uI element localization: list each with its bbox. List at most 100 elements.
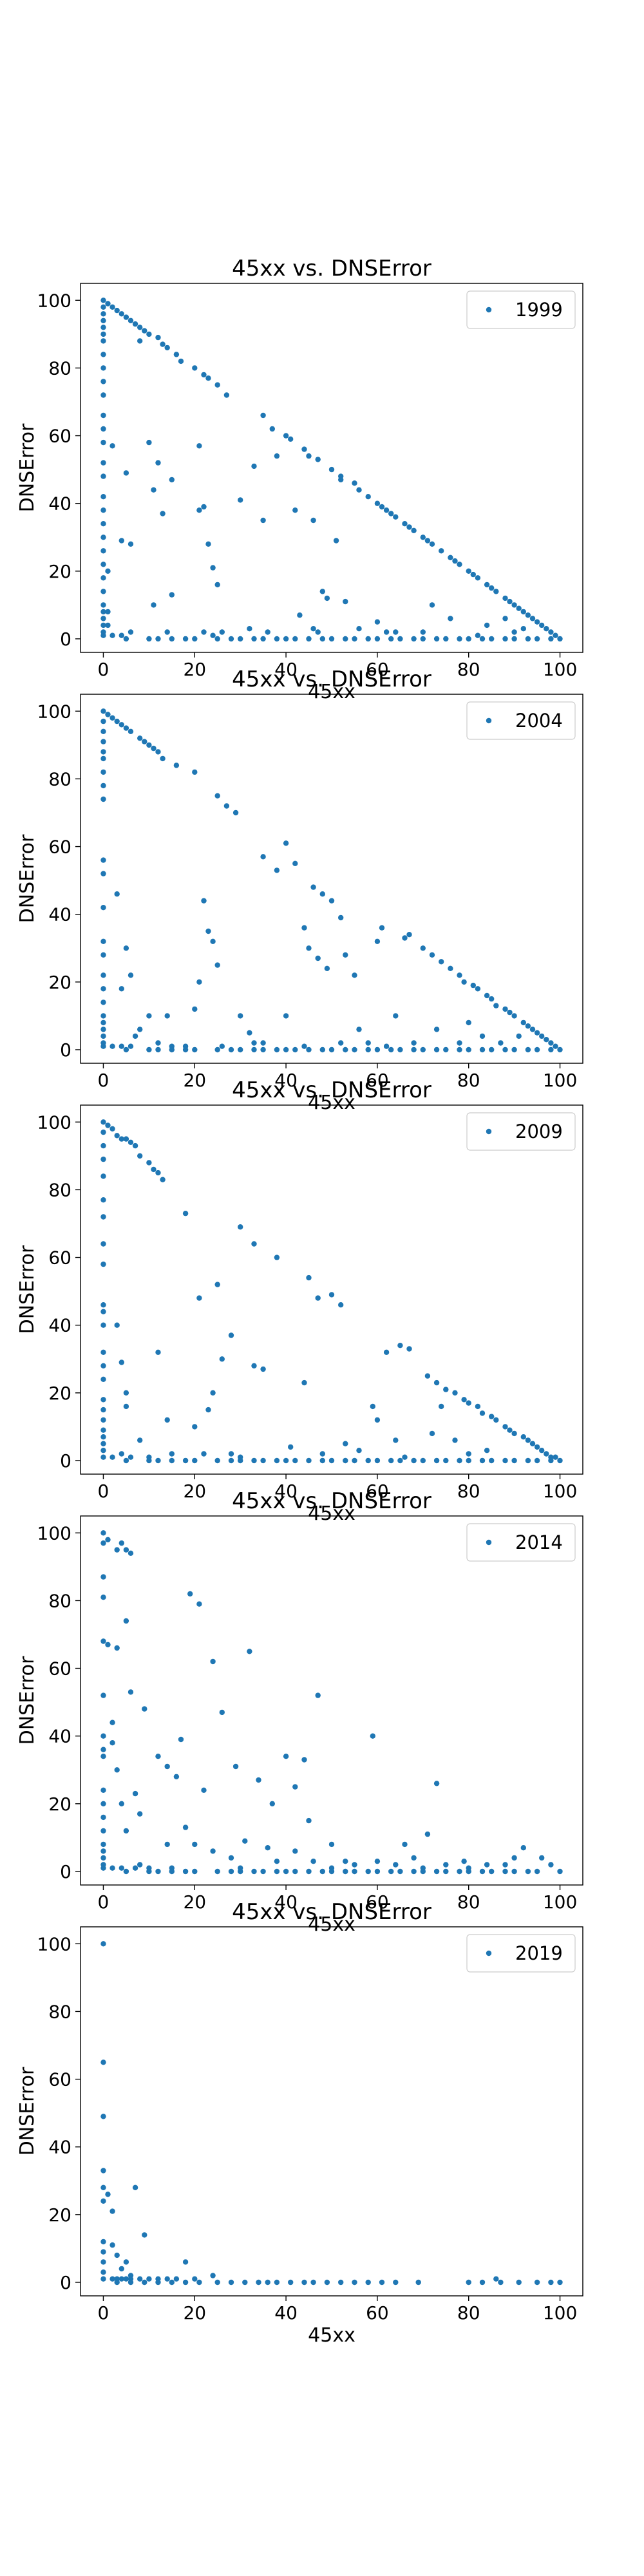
data-point [374, 1046, 381, 1053]
data-point [169, 1868, 175, 1875]
data-point [283, 1013, 289, 1019]
data-point [507, 1427, 513, 1433]
data-point [388, 511, 394, 516]
data-point [452, 1390, 458, 1396]
data-point [548, 1040, 554, 1046]
data-point [132, 321, 138, 327]
data-point [105, 2192, 111, 2197]
data-point [142, 328, 147, 334]
data-point [433, 636, 440, 642]
data-point [319, 1451, 325, 1457]
data-point [196, 443, 202, 449]
data-point [155, 2279, 161, 2286]
data-point [247, 1649, 252, 1654]
data-point [238, 1224, 243, 1230]
data-point [411, 1457, 417, 1464]
data-point [100, 755, 106, 762]
data-point [100, 2184, 106, 2190]
data-point [306, 1274, 312, 1281]
data-point [288, 1444, 294, 1450]
x-tick-label: 80 [457, 1481, 480, 1502]
data-point [128, 1550, 134, 1556]
data-point [356, 1448, 362, 1454]
data-point [210, 1390, 216, 1396]
data-point [424, 1831, 431, 1837]
data-point [214, 382, 220, 388]
data-point [100, 2269, 106, 2275]
data-point [439, 959, 444, 965]
data-point [109, 1719, 115, 1725]
data-point [424, 538, 431, 544]
data-point [214, 636, 220, 642]
data-point [100, 602, 106, 608]
data-point [520, 609, 526, 615]
data-point [338, 477, 344, 483]
y-tick-label: 60 [48, 2069, 71, 2090]
data-point [365, 1457, 371, 1464]
legend-box [466, 290, 576, 329]
data-point [352, 1457, 357, 1464]
legend-marker [486, 1128, 492, 1135]
data-point [137, 325, 143, 330]
data-point [283, 1868, 289, 1875]
data-point [301, 1757, 307, 1763]
data-point [498, 2279, 504, 2286]
data-point [137, 735, 143, 741]
data-point [457, 1046, 462, 1053]
data-point [128, 1689, 134, 1695]
data-point [251, 1046, 257, 1053]
data-point [352, 1862, 357, 1868]
data-point [118, 538, 124, 544]
data-point [100, 1801, 106, 1806]
data-point [132, 2184, 138, 2190]
data-point [511, 636, 517, 642]
y-tick-label: 60 [48, 837, 71, 858]
data-point [205, 1406, 211, 1413]
data-point [553, 1454, 558, 1460]
data-point [475, 986, 481, 992]
data-point [214, 1282, 220, 1287]
y-tick-label: 100 [37, 1933, 71, 1955]
data-point [232, 1763, 239, 1770]
data-point [411, 636, 417, 642]
data-point [520, 626, 526, 632]
data-point [457, 636, 462, 642]
data-point [489, 636, 495, 642]
data-point [502, 1868, 508, 1875]
data-point [132, 1790, 138, 1797]
data-point [251, 1040, 257, 1046]
data-point [100, 392, 106, 398]
legend-label: 2004 [515, 710, 563, 732]
data-point [539, 622, 545, 629]
data-point [178, 358, 184, 365]
data-point [498, 1040, 504, 1046]
legend-label: 2009 [515, 1121, 563, 1142]
data-point [374, 500, 381, 506]
data-point [228, 1046, 234, 1053]
data-point [100, 1349, 106, 1355]
data-point [169, 2279, 175, 2286]
data-point [402, 521, 408, 527]
data-point [534, 619, 540, 625]
data-point [265, 2279, 270, 2286]
data-point [411, 1040, 417, 1046]
y-tick-label: 0 [60, 2272, 71, 2293]
data-point [128, 541, 134, 547]
data-point [397, 1046, 403, 1053]
data-point [196, 507, 202, 513]
data-point [100, 999, 106, 1005]
data-point [466, 1457, 471, 1464]
data-point [507, 1009, 513, 1016]
data-point [370, 1403, 375, 1410]
data-point [283, 840, 289, 846]
data-point [397, 636, 403, 642]
data-point [100, 1814, 106, 1821]
y-tick-label: 40 [48, 904, 71, 925]
data-point [146, 1013, 152, 1019]
data-point [100, 494, 106, 500]
data-point [146, 1868, 152, 1875]
data-point [100, 1841, 106, 1848]
legend-marker [486, 1539, 492, 1546]
x-tick-label: 60 [366, 1481, 389, 1502]
